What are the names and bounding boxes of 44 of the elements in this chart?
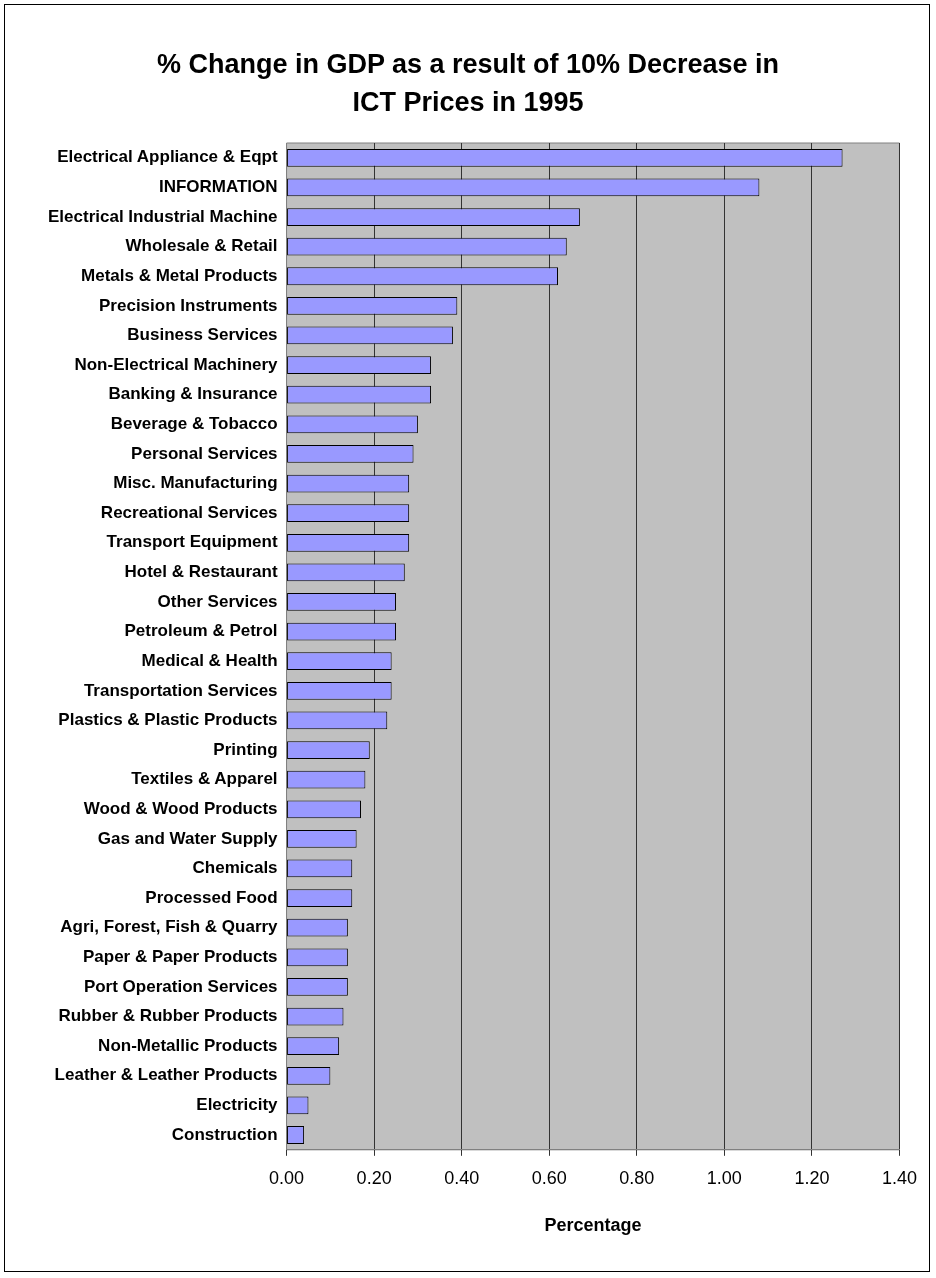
y-tick-label: Printing [213,739,278,759]
y-tick-label: Textiles & Apparel [131,769,278,789]
y-tick-label: Other Services [157,591,278,611]
y-tick-label: Wood & Wood Products [83,798,278,818]
y-tick-label: Non-Electrical Machinery [74,354,279,374]
y-tick-label: Electricity [196,1095,279,1115]
y-tick-label: Precision Instruments [99,295,278,315]
y-tick-label: Port Operation Services [83,976,278,996]
x-axis-title: Percentage [544,1215,642,1236]
y-tick-label: Business Services [127,325,278,345]
y-tick-label: Transportation Services [83,680,278,700]
y-tick-label: Construction [171,1124,278,1144]
x-tick-label: 1.00 [706,1167,742,1188]
y-tick-label: Recreational Services [100,502,278,522]
y-tick-label: Rubber & Rubber Products [58,1006,278,1026]
y-tick-label: Plastics & Plastic Products [58,710,278,730]
x-tick-label: 0.00 [269,1167,305,1188]
y-tick-label: Petroleum & Petrol [124,621,278,641]
x-tick-label: 0.60 [531,1167,567,1188]
y-tick-label: Electrical Appliance & Eqpt [57,147,278,167]
x-tick-label: 1.40 [881,1167,918,1188]
x-tick-label: 0.80 [619,1167,655,1188]
x-tick-label: 0.20 [356,1167,392,1188]
y-tick-label: Non-Metallic Products [98,1035,278,1055]
y-tick-label: Banking & Insurance [108,384,278,404]
y-tick-label: Transport Equipment [106,532,278,552]
y-tick-label: Medical & Health [141,650,278,670]
y-tick-label: Gas and Water Supply [97,828,279,848]
y-tick-label: Misc. Manufacturing [113,473,278,493]
y-tick-label: Beverage & Tobacco [110,414,278,433]
x-tick-label: 0.40 [444,1167,480,1188]
y-tick-label: Processed Food [145,887,278,907]
y-tick-label: Hotel & Restaurant [124,562,278,582]
y-tick-label: Leather & Leather Products [54,1065,278,1085]
y-tick-label: Personal Services [131,443,278,463]
y-tick-label: Paper & Paper Products [82,947,278,967]
y-tick-label: Metals & Metal Products [81,265,278,285]
y-tick-label: Electrical Industrial Machine [48,206,278,226]
chart-title: % Change in GDP as a result of 10% Decrease in ICT Prices in 1995 [155,48,781,119]
x-tick-label: 1.20 [794,1167,830,1188]
y-tick-label: Agri, Forest, Fish & Quarry [60,917,279,937]
y-tick-label: INFORMATION [158,177,278,197]
y-tick-label: Chemicals [192,858,278,878]
y-tick-label: Wholesale & Retail [125,236,278,256]
